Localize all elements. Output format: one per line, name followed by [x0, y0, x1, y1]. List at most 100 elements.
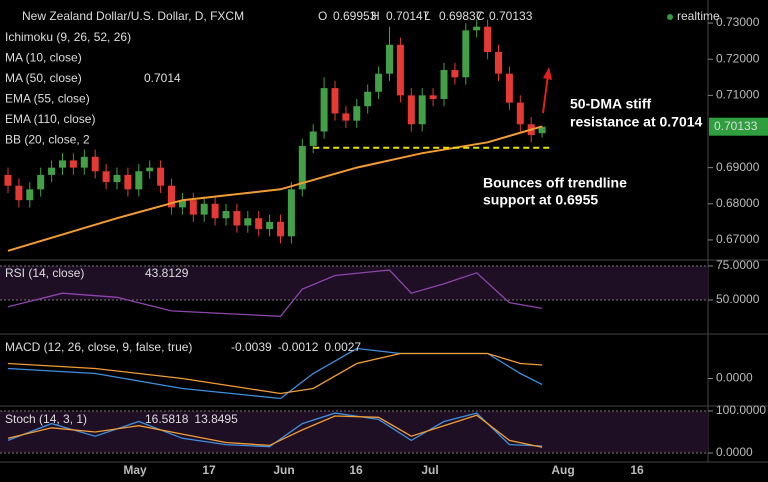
candle-body	[538, 126, 546, 134]
candle-body	[168, 185, 175, 208]
annotation: support at 0.6955	[483, 192, 598, 208]
series-line	[7, 412, 543, 448]
ohlc-value: 0.70147	[386, 9, 430, 23]
y-tick-label: 0.68000	[716, 196, 760, 210]
ohlc-value: L	[424, 9, 431, 23]
x-tick-label: Jul	[421, 463, 438, 477]
candle-body	[440, 70, 448, 99]
band	[0, 410, 708, 454]
candle-body	[353, 106, 361, 121]
x-tick-label: Aug	[551, 463, 574, 477]
candle-body	[48, 167, 56, 175]
candle-body	[396, 44, 404, 96]
candle-body	[386, 44, 393, 74]
y-tick-label: 50.0000	[716, 292, 760, 306]
candle-body	[233, 211, 241, 226]
overlay-label: EMA (55, close)	[5, 92, 90, 106]
candle-body	[473, 26, 481, 31]
panel-value: -0.0012	[278, 340, 319, 354]
panel-title: MACD (12, 26, close, 9, false, true)	[5, 340, 192, 354]
x-tick-label: 17	[202, 463, 216, 477]
chart-title: New Zealand Dollar/U.S. Dollar, D, FXCM	[22, 9, 244, 23]
y-tick-label: 0.71000	[716, 88, 760, 102]
candle-body	[80, 156, 88, 168]
band	[0, 265, 708, 300]
status-dot	[667, 14, 673, 20]
candle-body	[200, 203, 208, 215]
candle-body	[37, 174, 45, 190]
candle-body	[59, 160, 66, 168]
y-tick-label: 100.0000	[716, 403, 766, 417]
candle-body	[124, 174, 132, 190]
candle-body	[244, 218, 252, 226]
annotation: Bounces off trendline	[483, 175, 627, 191]
series-line	[7, 125, 543, 252]
candle-body	[331, 88, 339, 114]
candle-body	[505, 73, 513, 103]
candle-body	[113, 174, 121, 183]
candle-body	[255, 218, 263, 230]
candle-body	[178, 200, 186, 208]
candle-body	[418, 95, 426, 125]
y-tick-label: 0.67000	[716, 232, 760, 246]
overlay-label: MA (10, close)	[5, 51, 82, 65]
panel-value: 43.8129	[145, 266, 189, 280]
candle-body	[407, 95, 415, 125]
panel-title: Stoch (14, 3, 1)	[5, 412, 87, 426]
candle-body	[342, 113, 350, 121]
candle-body	[462, 30, 470, 78]
y-tick-label: 0.0000	[716, 371, 753, 385]
arrow-head	[543, 67, 552, 80]
candle-body	[211, 203, 219, 219]
ohlc-value: 0.70133	[489, 9, 533, 23]
candle-body	[309, 131, 317, 146]
candle-body	[146, 167, 154, 172]
series-line	[7, 269, 543, 317]
y-tick-label: 0.69000	[716, 160, 760, 174]
x-tick-label: Jun	[273, 463, 294, 477]
candle-body	[320, 88, 328, 132]
price-badge	[709, 117, 768, 136]
candle-body	[495, 51, 502, 74]
overlay-label: EMA (110, close)	[5, 112, 95, 126]
panel-value: 13.8495	[194, 412, 238, 426]
status: realtime	[677, 9, 720, 23]
series-line	[7, 347, 543, 400]
candle-body	[364, 91, 372, 107]
annotation: resistance at 0.7014	[570, 114, 703, 130]
candle-body	[222, 211, 230, 219]
candle-body	[91, 156, 99, 172]
candle-body	[4, 174, 12, 186]
panel-title: RSI (14, close)	[5, 266, 84, 280]
y-tick-label: 0.0000	[716, 445, 753, 459]
x-tick-label: 16	[349, 463, 363, 477]
arrow	[542, 74, 549, 114]
candle-body	[69, 160, 77, 168]
overlay-value: 0.7014	[144, 71, 181, 85]
candle-body	[375, 73, 383, 92]
candle-body	[451, 70, 459, 78]
candle-body	[26, 189, 34, 201]
candle-body	[516, 102, 524, 125]
y-tick-label: 0.72000	[716, 51, 760, 65]
y-tick-label: 75.0000	[716, 258, 760, 272]
candle-body	[266, 221, 274, 230]
ohlc-value: H	[371, 9, 380, 23]
overlay-label: BB (20, close, 2	[5, 133, 90, 147]
annotation: 50-DMA stiff	[570, 96, 651, 112]
series-line	[7, 352, 543, 395]
candle-body	[429, 95, 437, 99]
panel-value: 16.5818	[145, 412, 189, 426]
series-line	[7, 414, 543, 448]
ohlc-value: 0.69837	[439, 9, 483, 23]
candle-body	[102, 171, 110, 183]
y-tick-label: 0.73000	[716, 15, 760, 29]
ohlc-value: O	[318, 9, 327, 23]
price-badge-label: 0.70133	[714, 119, 758, 133]
ohlc-value: C	[476, 9, 485, 23]
overlay-label: Ichimoku (9, 26, 52, 26)	[5, 30, 131, 44]
candle-body	[189, 200, 197, 215]
panel-value: -0.0039	[231, 340, 272, 354]
